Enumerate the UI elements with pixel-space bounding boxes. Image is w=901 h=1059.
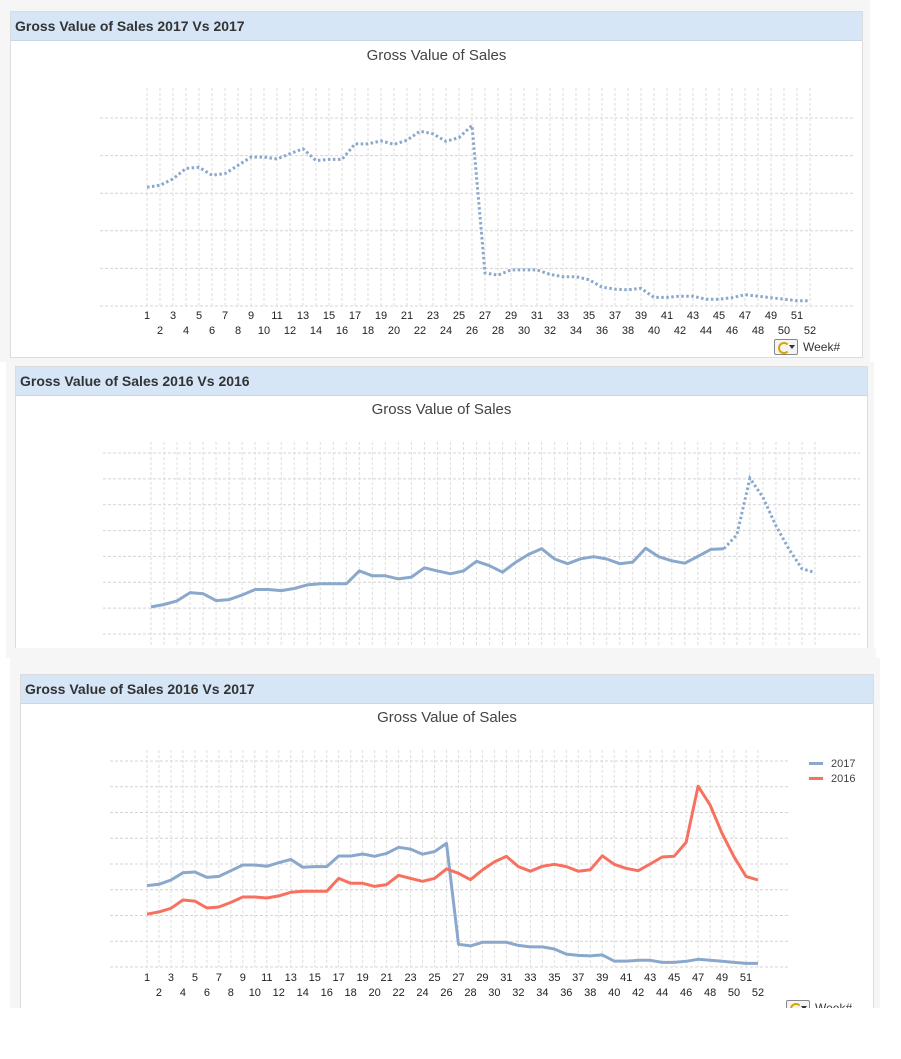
chart-panel-2016-vs-2017: Gross Value of Sales 2016 Vs 2017 Gross … bbox=[20, 674, 874, 1016]
page-bottom bbox=[0, 1008, 901, 1059]
legend-item-2016[interactable]: 2016 bbox=[809, 771, 855, 786]
legend-swatch bbox=[809, 777, 823, 780]
panel-title: Gross Value of Sales 2017 Vs 2017 bbox=[15, 18, 245, 34]
panel-header[interactable]: Gross Value of Sales 2016 Vs 2017 bbox=[21, 675, 873, 704]
panel-title: Gross Value of Sales 2016 Vs 2016 bbox=[20, 373, 250, 389]
chart-panel-2017-vs-2017: Gross Value of Sales 2017 Vs 2017 Gross … bbox=[10, 11, 863, 358]
week-dimension-control[interactable]: Week# bbox=[774, 339, 840, 355]
x-axis-label: Week# bbox=[803, 340, 841, 354]
chart-title: Gross Value of Sales bbox=[371, 401, 512, 418]
legend-label: 2017 bbox=[831, 757, 856, 770]
chart-title: Gross Value of Sales bbox=[377, 709, 517, 726]
cycle-group-icon[interactable] bbox=[774, 339, 798, 355]
legend-label: 2016 bbox=[831, 772, 856, 785]
legend-swatch bbox=[809, 762, 823, 765]
panel-2-cutoff bbox=[6, 648, 876, 658]
panel-header[interactable]: Gross Value of Sales 2016 Vs 2016 bbox=[16, 367, 867, 396]
chart-legend: 2017 2016 bbox=[809, 756, 855, 786]
panel-header[interactable]: Gross Value of Sales 2017 Vs 2017 bbox=[11, 12, 862, 41]
panel-title: Gross Value of Sales 2016 Vs 2017 bbox=[25, 681, 255, 697]
chart-title: Gross Value of Sales bbox=[366, 47, 507, 64]
chart-panel-2016-vs-2016: Gross Value of Sales 2016 Vs 2016 Gross … bbox=[15, 366, 868, 658]
legend-item-2017[interactable]: 2017 bbox=[809, 756, 855, 771]
